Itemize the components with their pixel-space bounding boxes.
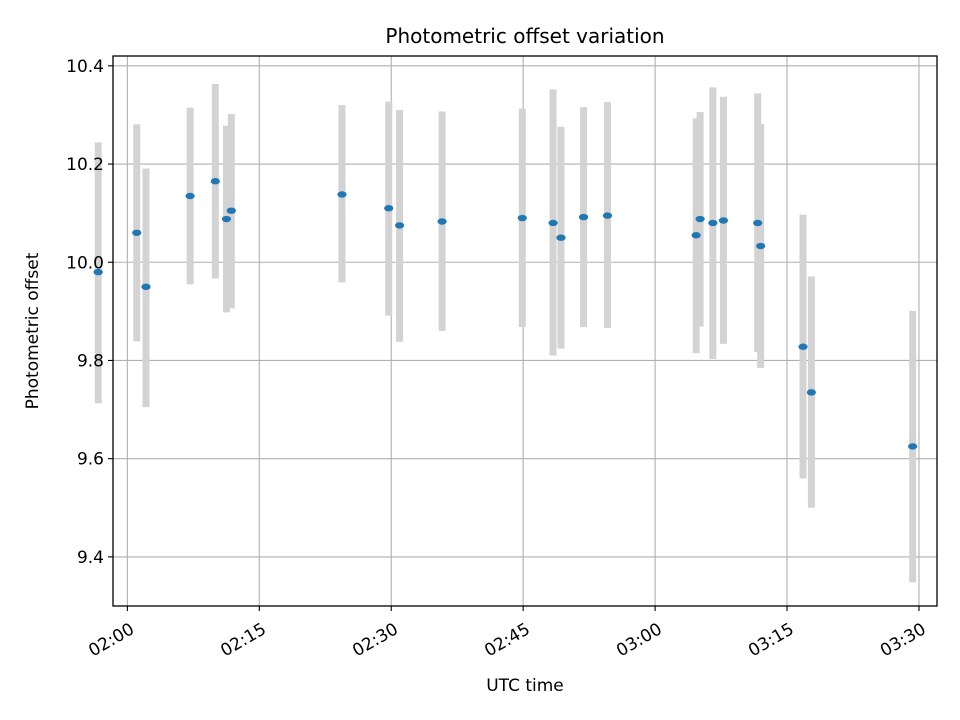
data-point (708, 219, 718, 227)
data-point (141, 283, 151, 291)
plot-frame (112, 55, 938, 607)
y-tick-label: 9.4 (77, 548, 104, 568)
data-point (602, 212, 613, 219)
data-point (548, 219, 558, 227)
y-axis: 9.4 9.6 9.8 10.0 10.2 10.4 (66, 57, 113, 568)
data-point (384, 205, 394, 212)
data-point (556, 234, 566, 241)
y-tick-label: 9.8 (77, 351, 104, 371)
data-point (798, 343, 808, 350)
y-axis-title: Photometric offset (23, 252, 43, 409)
data-point (221, 215, 232, 223)
y-tick-label: 10.4 (66, 57, 104, 77)
y-tick-label: 10.0 (66, 253, 104, 273)
data-point (437, 218, 447, 225)
data-point (226, 207, 236, 214)
data-point (753, 219, 763, 227)
y-tick-label: 10.2 (66, 155, 104, 175)
x-axis-title: UTC time (486, 676, 564, 696)
data-point (185, 192, 195, 200)
data-point (517, 214, 527, 222)
y-tick-label: 9.6 (77, 450, 104, 470)
data-point (93, 268, 103, 276)
data-point (806, 389, 816, 396)
data-point (718, 217, 729, 224)
data-points (93, 178, 918, 450)
data-point (132, 229, 142, 236)
data-point (210, 178, 220, 185)
data-point (691, 232, 701, 239)
chart-title: Photometric offset variation (385, 24, 664, 48)
data-point (695, 215, 705, 223)
data-point (337, 191, 347, 198)
data-point (394, 222, 405, 229)
data-point (908, 443, 918, 450)
data-point (578, 213, 589, 221)
data-point (756, 242, 766, 250)
